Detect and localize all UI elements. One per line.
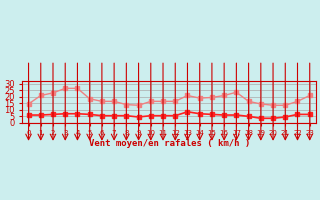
X-axis label: Vent moyen/en rafales ( km/h ): Vent moyen/en rafales ( km/h ) — [89, 139, 250, 148]
